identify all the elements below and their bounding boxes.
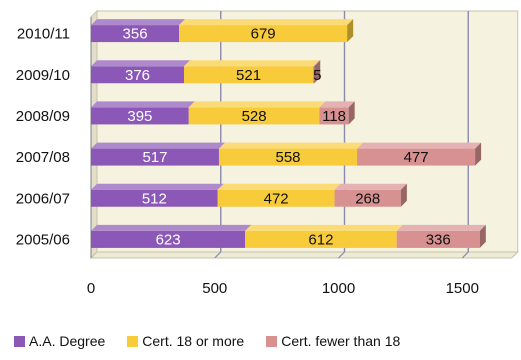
bar-segment — [91, 189, 218, 207]
bar-segment — [91, 25, 180, 43]
bar-segment — [188, 107, 320, 125]
chart-legend: A.A. Degree Cert. 18 or more Cert. fewer t… — [14, 330, 514, 352]
bar-segment-top — [188, 101, 326, 108]
bar-segment — [217, 189, 335, 207]
bar-segment — [319, 107, 349, 125]
category-label: 2006/07 — [16, 190, 70, 207]
gridline-x-floor — [338, 251, 345, 259]
bar-segment-top — [313, 60, 321, 67]
bar-segment-top — [184, 60, 320, 67]
bar-segment-top — [91, 60, 191, 67]
data-label: 528 — [242, 108, 267, 125]
bar-segment-top — [218, 142, 364, 149]
bar-side-face — [314, 60, 321, 84]
bar-segment — [91, 230, 246, 248]
data-label: 376 — [125, 67, 150, 84]
bar-segment — [184, 66, 314, 84]
bar-segment — [245, 230, 397, 248]
data-label: 679 — [251, 26, 276, 43]
plot-side-wall — [90, 9, 98, 260]
bar-segment-top — [319, 101, 355, 108]
bar-segment-top — [396, 224, 486, 231]
plot-back-wall — [96, 10, 519, 253]
bar-segment-top — [91, 183, 224, 190]
bar-segment — [396, 230, 480, 248]
data-label: 268 — [355, 190, 380, 207]
data-label: 472 — [264, 190, 289, 207]
data-label: 477 — [404, 149, 429, 166]
x-tick-label: 1500 — [446, 280, 479, 297]
bar-segment — [91, 66, 185, 84]
bar-segment-top — [91, 19, 186, 26]
data-label: 356 — [123, 26, 148, 43]
x-tick-label: 0 — [87, 280, 95, 297]
bar-segment — [91, 107, 189, 125]
bar-side-face — [347, 19, 354, 43]
legend-item: A.A. Degree — [14, 333, 105, 349]
bar-segment-top — [334, 183, 407, 190]
data-label: 395 — [127, 108, 152, 125]
legend-swatch — [266, 335, 278, 347]
data-label: 521 — [236, 67, 261, 84]
bar-segment-top — [179, 19, 354, 26]
data-label: 118 — [322, 108, 346, 125]
data-label: 5 — [313, 67, 321, 84]
legend-label: A.A. Degree — [29, 333, 106, 349]
category-label: 2010/11 — [17, 26, 70, 43]
bar-segment-top — [217, 183, 341, 190]
gridline-x-floor — [214, 251, 222, 259]
bar-side-face — [400, 183, 407, 207]
data-label: 558 — [275, 149, 300, 166]
bar-segment — [357, 148, 476, 166]
bar-side-face — [348, 101, 355, 125]
gridline-x-floor — [461, 251, 469, 259]
x-tick-label: 1000 — [322, 280, 355, 297]
bar-segment-top — [91, 224, 252, 231]
bar-segment — [334, 189, 401, 207]
plot-floor — [89, 251, 519, 259]
bar-segment — [179, 25, 348, 43]
bar-segment — [313, 66, 315, 84]
x-tick-label: 500 — [202, 280, 227, 297]
bar-segment-top — [357, 142, 482, 149]
data-label: 336 — [426, 231, 451, 248]
category-label: 2008/09 — [16, 108, 70, 125]
legend-label: Cert. fewer than 18 — [281, 333, 401, 349]
data-label: 623 — [156, 231, 181, 248]
data-label: 612 — [308, 231, 333, 248]
bar-segment-top — [91, 142, 225, 149]
category-label: 2007/08 — [16, 149, 70, 166]
bar-segment — [91, 148, 219, 166]
bar-side-face — [475, 142, 482, 166]
bar-segment-top — [91, 101, 195, 108]
legend-item: Cert. fewer than 18 — [266, 333, 400, 349]
legend-label: Cert. 18 or more — [142, 333, 245, 349]
bar-side-face — [479, 224, 486, 248]
bar-segment-top — [245, 224, 403, 231]
category-label: 2009/10 — [16, 67, 70, 84]
legend-item: Cert. 18 or more — [127, 333, 244, 349]
category-label: 2005/06 — [16, 231, 70, 248]
legend-swatch — [127, 335, 139, 347]
data-label: 517 — [142, 149, 167, 166]
legend-swatch — [14, 335, 25, 347]
bar-segment — [218, 148, 358, 166]
data-label: 512 — [142, 190, 167, 207]
